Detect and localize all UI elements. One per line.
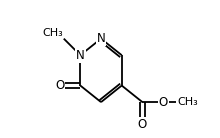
Text: O: O <box>158 96 168 109</box>
Text: CH₃: CH₃ <box>177 97 198 107</box>
Text: O: O <box>138 118 147 131</box>
Text: CH₃: CH₃ <box>42 28 63 38</box>
Text: N: N <box>97 32 105 45</box>
Text: O: O <box>55 79 64 92</box>
Text: N: N <box>76 49 85 62</box>
